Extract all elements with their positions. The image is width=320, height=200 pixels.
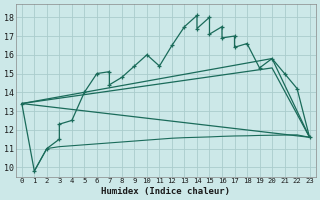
X-axis label: Humidex (Indice chaleur): Humidex (Indice chaleur)	[101, 187, 230, 196]
